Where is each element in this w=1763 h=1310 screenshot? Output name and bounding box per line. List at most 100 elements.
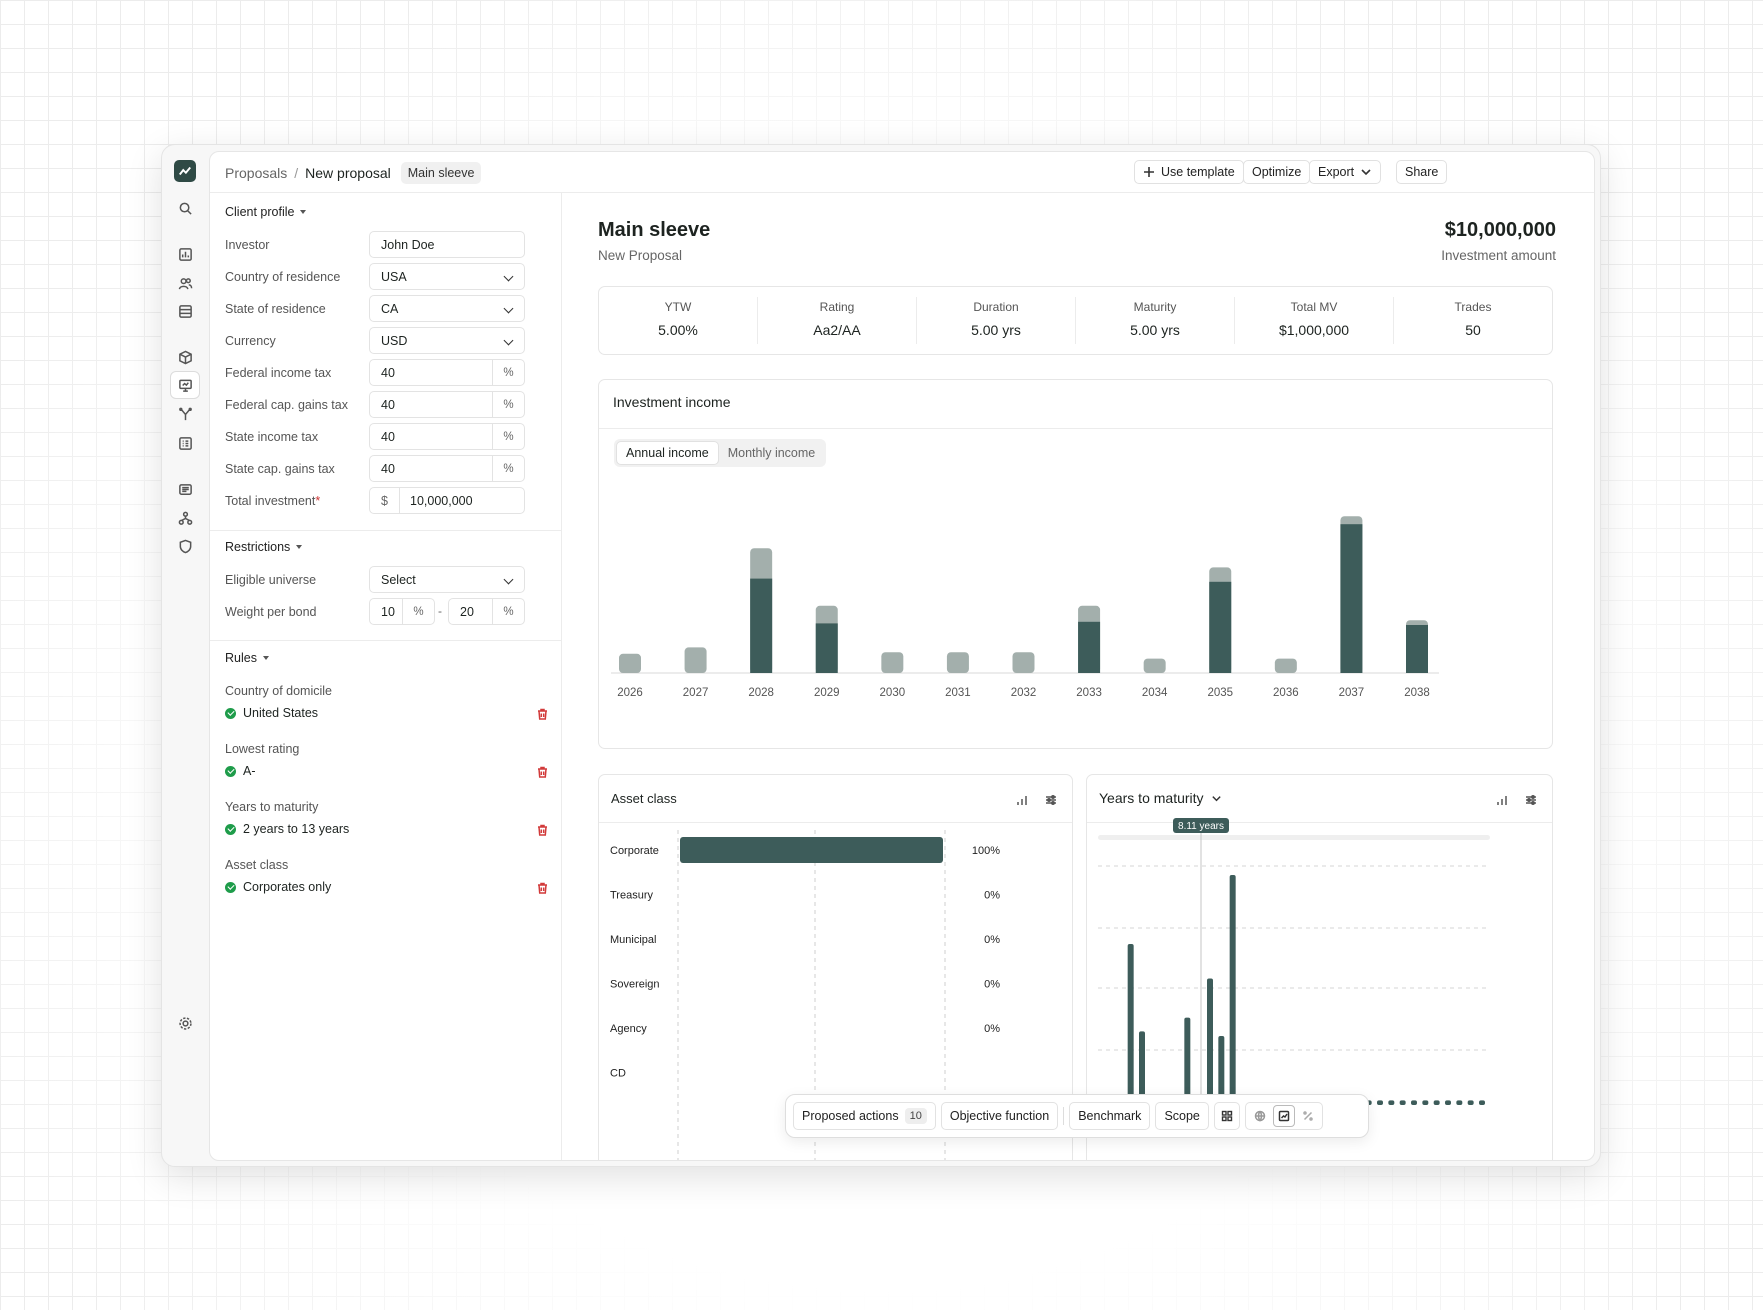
trash-icon[interactable] — [537, 765, 548, 778]
maturity-bar[interactable] — [1399, 1100, 1406, 1105]
stat-rating: Rating Aa2/AA — [758, 297, 917, 344]
maturity-bar[interactable] — [1445, 1100, 1451, 1105]
objective-function-button[interactable]: Objective function — [940, 1102, 1059, 1130]
income-bar-coupon[interactable] — [1406, 625, 1428, 673]
list-icon[interactable] — [170, 475, 200, 503]
income-bar-total[interactable] — [946, 652, 969, 673]
trash-icon[interactable] — [537, 823, 548, 836]
maturity-bar[interactable] — [1377, 1100, 1383, 1105]
grid-icon — [1221, 1110, 1233, 1122]
maturity-bar[interactable] — [1127, 944, 1134, 1105]
income-bar-coupon[interactable] — [1078, 621, 1101, 673]
universe-select[interactable]: Select — [369, 566, 525, 593]
grid-view-button[interactable] — [1213, 1102, 1240, 1130]
stat-duration: Duration 5.00 yrs — [917, 297, 1076, 344]
maturity-bar[interactable] — [1139, 1031, 1145, 1105]
shield-icon[interactable] — [170, 532, 200, 560]
rule-value-text: United States — [243, 706, 319, 720]
dashboard-icon[interactable] — [170, 240, 200, 268]
income-bar-total[interactable] — [619, 653, 641, 673]
tab-annual-income[interactable]: Annual income — [616, 441, 719, 465]
income-bar-coupon[interactable] — [815, 623, 838, 673]
range-track[interactable] — [1098, 835, 1490, 840]
chart-view-button[interactable] — [1272, 1105, 1295, 1127]
share-button[interactable]: Share — [1396, 160, 1448, 184]
state-income-field[interactable]: 40% — [369, 423, 525, 450]
globe-view-button[interactable] — [1249, 1105, 1271, 1127]
export-button[interactable]: Export — [1309, 160, 1382, 184]
country-select[interactable]: USA — [369, 263, 525, 290]
maturity-bar[interactable] — [1467, 1100, 1474, 1105]
search-icon[interactable] — [170, 194, 200, 222]
sliders-icon[interactable] — [1524, 793, 1538, 807]
maturity-bar[interactable] — [1433, 1100, 1440, 1105]
checklist-icon[interactable] — [170, 429, 200, 457]
maturity-bar[interactable] — [1456, 1100, 1463, 1105]
fed-cap-field[interactable]: 40% — [369, 391, 525, 418]
merge-icon[interactable] — [170, 400, 200, 428]
optimize-button[interactable]: Optimize — [1243, 160, 1311, 184]
maturity-bar[interactable] — [1479, 1100, 1485, 1105]
maturity-bar[interactable] — [1388, 1100, 1395, 1105]
income-bar-total[interactable] — [1274, 658, 1297, 673]
maturity-bar[interactable] — [1218, 1036, 1225, 1105]
x-tick-label: 2036 — [1273, 687, 1299, 699]
weight-min-field[interactable]: 10% — [369, 598, 435, 625]
fed-income-field[interactable]: 40% — [369, 359, 525, 386]
tab-monthly-income[interactable]: Monthly income — [727, 446, 816, 460]
weight-row: Weight per bond — [225, 598, 545, 626]
category-label: Treasury — [610, 890, 653, 902]
trash-icon[interactable] — [537, 881, 548, 894]
presentation-icon[interactable] — [170, 371, 200, 399]
state-value: CA — [381, 301, 399, 316]
breadcrumb-proposals[interactable]: Proposals — [225, 164, 288, 181]
sliders-icon[interactable] — [1044, 793, 1058, 807]
weight-max-field[interactable]: 20% — [448, 598, 525, 625]
income-bar-total[interactable] — [1012, 652, 1035, 673]
maturity-bar[interactable] — [1184, 1017, 1191, 1105]
maturity-bar[interactable] — [1207, 978, 1213, 1106]
maturity-bar[interactable] — [1411, 1100, 1417, 1105]
users-icon[interactable] — [170, 269, 200, 297]
hierarchy-icon[interactable] — [170, 504, 200, 532]
rule-value: United States — [225, 706, 318, 720]
state-select[interactable]: CA — [369, 295, 525, 322]
client-profile-header[interactable]: Client profile — [225, 205, 307, 219]
income-bar-coupon[interactable] — [1209, 581, 1232, 673]
ytm-title[interactable]: Years to maturity — [1099, 790, 1222, 806]
income-bar-total[interactable] — [684, 647, 707, 673]
restrictions-header[interactable]: Restrictions — [225, 540, 303, 554]
bar-chart-icon[interactable] — [1015, 793, 1029, 807]
box-icon[interactable] — [170, 343, 200, 371]
scope-button[interactable]: Scope — [1155, 1102, 1209, 1130]
maturity-bar[interactable] — [1422, 1100, 1429, 1105]
card-title: Asset class — [611, 791, 677, 806]
sleeve-tag[interactable]: Main sleeve — [400, 161, 482, 184]
benchmark-button[interactable]: Benchmark — [1069, 1102, 1151, 1130]
proposed-actions-button[interactable]: Proposed actions 10 — [793, 1102, 936, 1130]
investor-field[interactable]: John Doe — [369, 231, 525, 258]
settings-icon[interactable] — [170, 1009, 200, 1037]
rule-label: Asset class — [225, 858, 289, 872]
income-bar-total[interactable] — [881, 652, 904, 673]
bar-chart-icon[interactable] — [1495, 793, 1509, 807]
income-bar-total[interactable] — [1143, 658, 1166, 673]
table-icon[interactable] — [170, 297, 200, 325]
chevron-down-icon — [503, 271, 514, 282]
state-cap-field[interactable]: 40% — [369, 455, 525, 482]
rule-value: 2 years to 13 years — [225, 822, 349, 836]
maturity-bar[interactable] — [1229, 875, 1236, 1105]
total-investment-field[interactable]: $10,000,000 — [369, 487, 525, 514]
rules-header[interactable]: Rules — [225, 651, 269, 665]
income-bar-coupon[interactable] — [750, 578, 773, 673]
required-marker: * — [315, 494, 321, 508]
currency-select[interactable]: USD — [369, 327, 525, 354]
category-label: Sovereign — [610, 979, 660, 991]
stat-label: Maturity — [1133, 300, 1177, 314]
use-template-button[interactable]: Use template — [1134, 160, 1244, 184]
app-logo[interactable] — [174, 160, 196, 182]
percent-view-button[interactable] — [1297, 1105, 1319, 1127]
trash-icon[interactable] — [537, 707, 548, 720]
asset-bar[interactable] — [680, 837, 943, 863]
income-bar-coupon[interactable] — [1340, 524, 1363, 673]
